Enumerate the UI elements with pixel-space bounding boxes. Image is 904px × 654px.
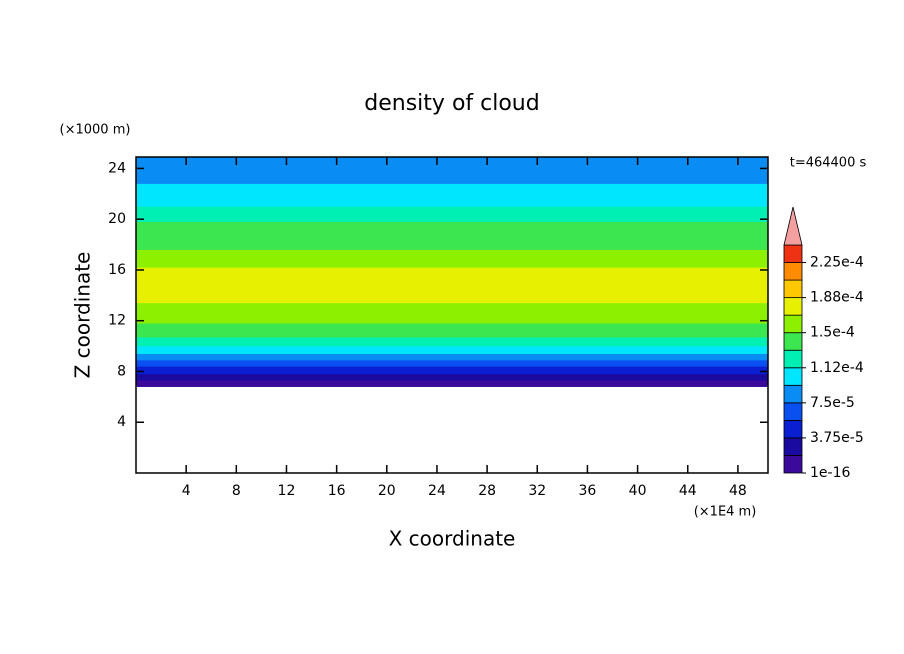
chart-title: density of cloud [364, 91, 539, 116]
y-tick-label: 12 [108, 313, 126, 329]
y-tick-label: 20 [108, 211, 126, 227]
colorbar-tick-label: 1.12e-4 [810, 360, 864, 376]
contour-band [135, 302, 769, 324]
contour-band [135, 156, 769, 184]
colorbar-box [783, 332, 803, 351]
x-tick-label: 16 [328, 483, 346, 499]
y-axis-label: Z coordinate [71, 252, 95, 379]
contour-band [135, 206, 769, 222]
colorbar-box [783, 384, 803, 404]
x-tick-label: 48 [729, 483, 747, 499]
colorbar-tick-label: 7.5e-5 [810, 395, 855, 411]
x-tick-label: 40 [629, 483, 647, 499]
x-tick-label: 28 [478, 483, 496, 499]
contour-band [135, 221, 769, 250]
contour-band [135, 359, 769, 367]
colorbar-box [783, 314, 803, 334]
x-unit: (×1E4 m) [694, 505, 757, 520]
y-unit: (×1000 m) [60, 123, 131, 138]
annotation: t=464400 s [790, 156, 867, 171]
contour-band [135, 380, 769, 387]
x-tick-label: 4 [182, 483, 191, 499]
colorbar-tick-label: 2.25e-4 [810, 255, 864, 271]
colorbar-extend [783, 206, 803, 246]
colorbar-box [783, 419, 803, 439]
contour-band [135, 183, 769, 207]
colorbar-box [783, 279, 803, 299]
x-tick-label: 12 [278, 483, 296, 499]
colorbar-box [783, 455, 803, 474]
x-tick-label: 8 [232, 483, 241, 499]
colorbar-box [783, 244, 803, 263]
colorbar-tick-label: 1e-16 [810, 465, 850, 481]
contour-band [135, 249, 769, 268]
colorbar-box [783, 297, 803, 316]
colorbar-box [783, 349, 803, 369]
y-tick-label: 24 [108, 160, 126, 176]
colorbar-box [783, 367, 803, 386]
x-tick-label: 36 [579, 483, 597, 499]
colorbar-tick-label: 1.5e-4 [810, 325, 855, 341]
y-tick-label: 4 [117, 414, 126, 430]
x-tick-label: 44 [679, 483, 697, 499]
contour-band [135, 322, 769, 338]
y-tick-label: 8 [117, 363, 126, 379]
contour-band [135, 373, 769, 381]
x-tick-label: 32 [528, 483, 546, 499]
x-tick-label: 24 [428, 483, 446, 499]
colorbar-box [783, 402, 803, 421]
contour-band [135, 267, 769, 304]
colorbar-tick-label: 1.88e-4 [810, 290, 864, 306]
colorbar-box [783, 437, 803, 456]
x-tick-label: 20 [378, 483, 396, 499]
colorbar-box [783, 262, 803, 281]
y-tick-label: 16 [108, 262, 126, 278]
plot-frame [135, 156, 769, 474]
contour-band [135, 353, 769, 361]
colorbar-tick-label: 3.75e-5 [810, 430, 864, 446]
contour-band [135, 336, 769, 347]
contour-band [135, 345, 769, 354]
contour-band [135, 366, 769, 375]
x-axis-label: X coordinate [389, 527, 516, 551]
